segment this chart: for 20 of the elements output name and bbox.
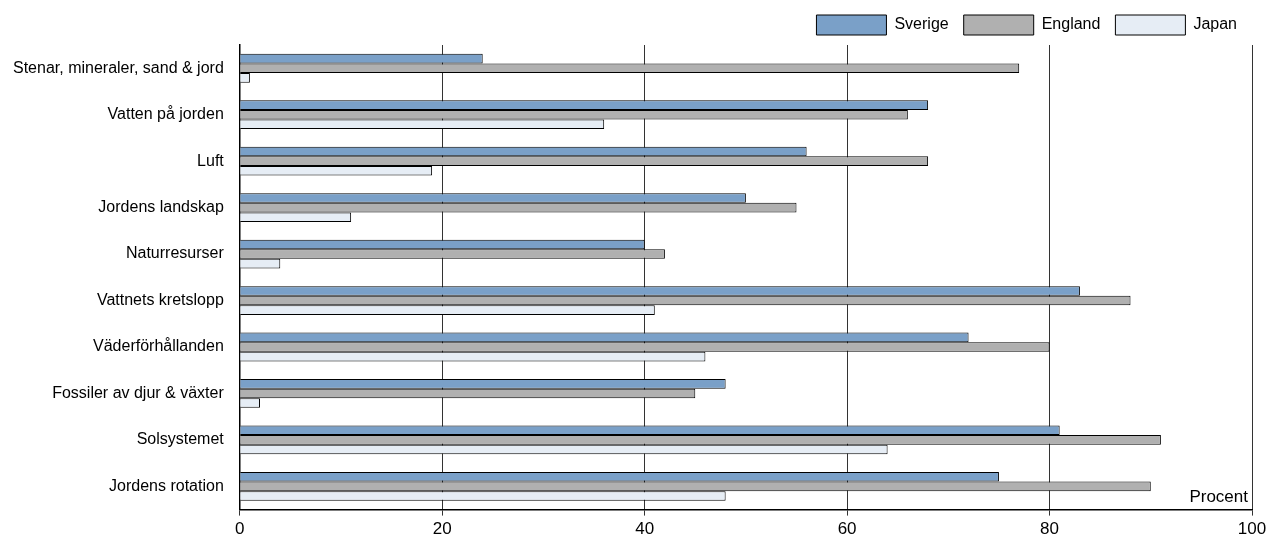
y-tick-label: Fossiler av djur & växter [52,383,225,401]
legend-label: Japan [1193,15,1237,33]
x-tick-label: 0 [235,519,245,539]
x-axis-title: Procent [1189,486,1249,506]
legend-label: Sverige [894,15,949,33]
y-tick-label: Luft [197,151,225,169]
y-tick-label: Naturresurser [125,244,225,262]
y-tick-label: Stenar, mineraler, sand & jord [13,58,224,76]
x-tick-label: 20 [432,519,452,539]
y-tick-label: Solsystemet [136,430,225,448]
x-tick-label: 40 [635,519,655,539]
y-tick-label: Väderförhållanden [93,337,224,355]
y-tick-label: Vattnets kretslopp [96,290,224,308]
y-tick-label: Jordens landskap [98,198,224,216]
y-tick-label: Vatten på jorden [107,105,224,123]
y-tick-label: Jordens rotation [109,476,224,494]
x-tick-label: 80 [1040,519,1060,539]
x-tick-label: 100 [1237,519,1267,539]
x-tick-label: 60 [837,519,857,539]
legend-label: England [1041,15,1101,33]
